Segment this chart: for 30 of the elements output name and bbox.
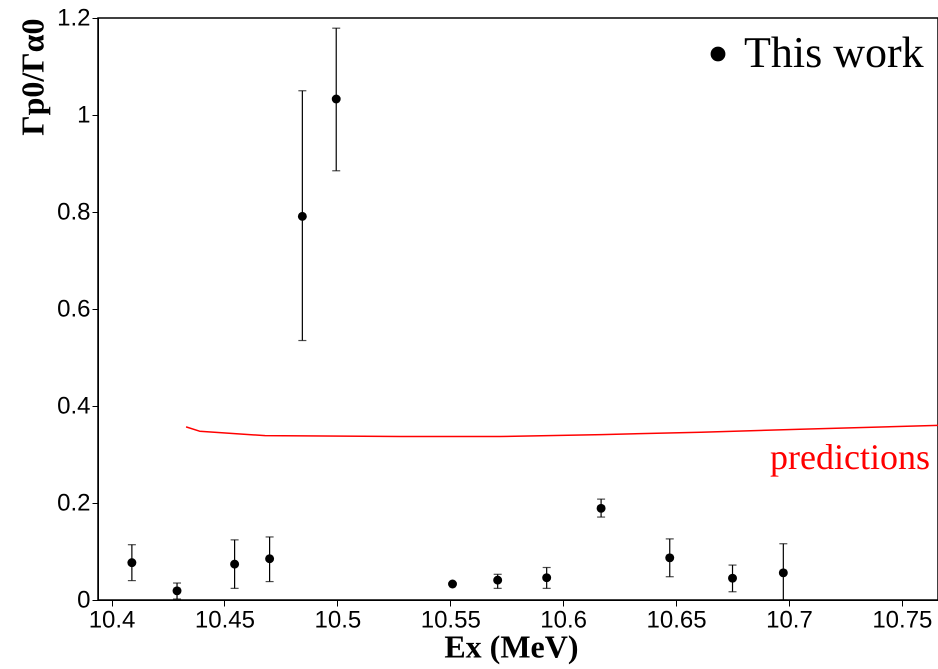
point (448, 580, 457, 588)
x-tick-label: 10.5 (314, 606, 362, 634)
y-tick-label: 0.6 (57, 296, 90, 322)
point (665, 553, 674, 562)
point (265, 554, 274, 564)
y-tick-label: 0 (77, 586, 90, 614)
legend-label: This work (744, 28, 924, 77)
point (127, 558, 136, 568)
x-tick-label: 10.75 (872, 606, 932, 634)
point (172, 586, 182, 596)
point (493, 576, 502, 585)
point (596, 504, 606, 513)
point (778, 568, 788, 578)
x-tick-label: 10.7 (766, 606, 813, 634)
point (230, 560, 240, 569)
x-tick-label: 10.4 (88, 606, 136, 634)
y-tick-label: 1.2 (57, 4, 90, 32)
y-tick-label: 0.2 (57, 490, 90, 516)
point (298, 212, 307, 221)
point (728, 574, 737, 583)
point (542, 573, 552, 582)
y-tick-label: 1 (77, 102, 90, 128)
y-tick-label: 0.4 (57, 392, 90, 420)
point (332, 94, 341, 104)
annotation: predictions (770, 437, 930, 477)
y-tick-label: 0.8 (57, 198, 90, 226)
line-series (185, 424, 938, 438)
y-axis-title: Γp0/Γα0 (14, 18, 50, 136)
x-tick-label: 10.45 (194, 606, 255, 634)
x-tick-label: 10.65 (646, 606, 707, 634)
